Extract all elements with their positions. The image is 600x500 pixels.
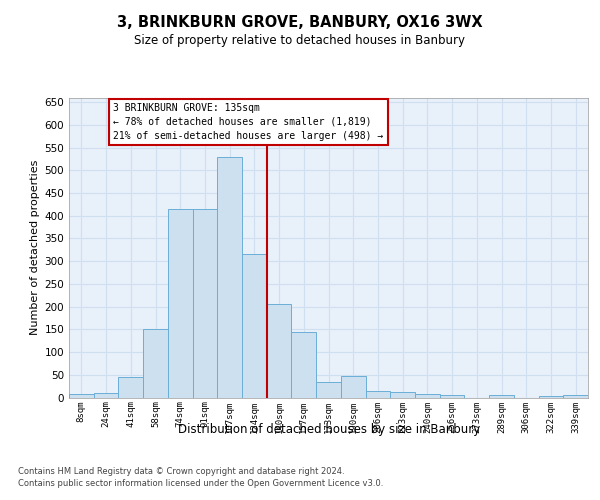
Bar xyxy=(316,382,341,398)
Bar xyxy=(168,209,193,398)
Text: Contains HM Land Registry data © Crown copyright and database right 2024.: Contains HM Land Registry data © Crown c… xyxy=(18,467,344,476)
Bar xyxy=(365,390,390,398)
Bar xyxy=(539,396,563,398)
Text: 3 BRINKBURN GROVE: 135sqm
← 78% of detached houses are smaller (1,819)
21% of se: 3 BRINKBURN GROVE: 135sqm ← 78% of detac… xyxy=(113,103,384,141)
Bar xyxy=(341,376,365,398)
Text: Size of property relative to detached houses in Banbury: Size of property relative to detached ho… xyxy=(134,34,466,47)
Text: Distribution of detached houses by size in Banbury: Distribution of detached houses by size … xyxy=(178,422,480,436)
Text: 3, BRINKBURN GROVE, BANBURY, OX16 3WX: 3, BRINKBURN GROVE, BANBURY, OX16 3WX xyxy=(117,15,483,30)
Bar xyxy=(390,392,415,398)
Text: Contains public sector information licensed under the Open Government Licence v3: Contains public sector information licen… xyxy=(18,478,383,488)
Bar xyxy=(292,332,316,398)
Bar xyxy=(415,394,440,398)
Bar xyxy=(143,330,168,398)
Bar xyxy=(563,395,588,398)
Bar xyxy=(193,209,217,398)
Bar xyxy=(94,393,118,398)
Bar xyxy=(242,254,267,398)
Bar xyxy=(489,395,514,398)
Y-axis label: Number of detached properties: Number of detached properties xyxy=(30,160,40,335)
Bar xyxy=(440,395,464,398)
Bar xyxy=(267,304,292,398)
Bar xyxy=(69,394,94,398)
Bar xyxy=(118,377,143,398)
Bar xyxy=(217,156,242,398)
